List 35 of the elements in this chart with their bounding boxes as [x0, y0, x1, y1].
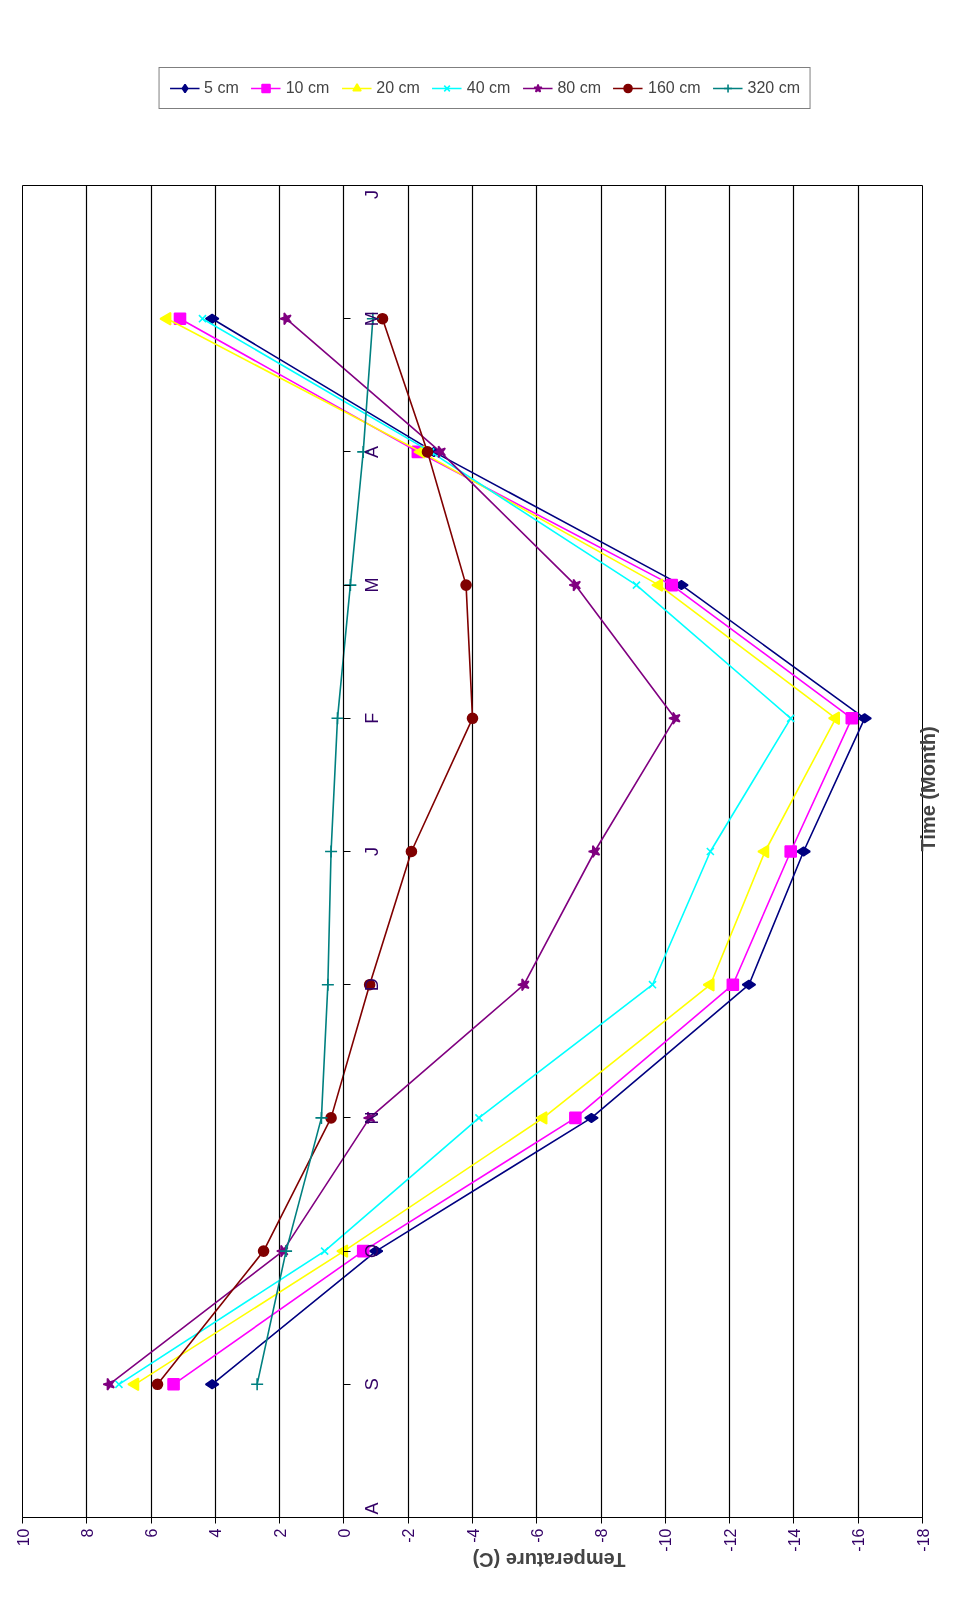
x-tick-label: 0: [335, 1528, 353, 1538]
legend-label: 10 cm: [285, 78, 330, 97]
legend-label: 320 cm: [747, 78, 800, 97]
y-tick-label: A: [361, 445, 382, 458]
x-tick-label: -14: [785, 1528, 803, 1552]
y-tick-label: M: [361, 311, 382, 327]
x-tick-label: -4: [464, 1528, 482, 1543]
y-tick-label: F: [361, 712, 382, 724]
y-tick-label: N: [361, 1111, 382, 1125]
legend-label: 20 cm: [376, 78, 420, 97]
legend-label: 160 cm: [648, 78, 701, 97]
y-tick-label: M: [361, 577, 382, 593]
x-tick-label: 2: [271, 1528, 289, 1538]
y-tick-label: S: [361, 1378, 382, 1391]
x-tick-label: -16: [850, 1528, 868, 1552]
y-tick-label: A: [361, 1502, 382, 1515]
x-tick-label: -2: [400, 1528, 418, 1543]
y-axis-title: Time (Month): [916, 726, 939, 852]
x-tick-label: -8: [593, 1528, 611, 1543]
y-tick-label: O: [361, 1244, 382, 1259]
x-tick-label: -6: [528, 1528, 546, 1543]
x-tick-label: 6: [143, 1528, 161, 1538]
x-axis-title: Temperature (C): [472, 1548, 626, 1571]
x-tick-label: 4: [207, 1528, 225, 1538]
legend-label: 40 cm: [466, 78, 511, 97]
legend-label: 5 cm: [204, 78, 239, 97]
y-tick-label: D: [361, 978, 382, 992]
x-tick-label: -10: [657, 1528, 675, 1552]
x-tick-label: -12: [721, 1528, 739, 1552]
x-tick-label: -18: [914, 1528, 932, 1552]
y-tick-label: J: [361, 847, 382, 856]
legend-label: 80 cm: [557, 78, 602, 97]
y-tick-label: J: [361, 190, 382, 199]
x-tick-label: 8: [78, 1528, 96, 1538]
x-tick-label: 10: [14, 1528, 32, 1547]
